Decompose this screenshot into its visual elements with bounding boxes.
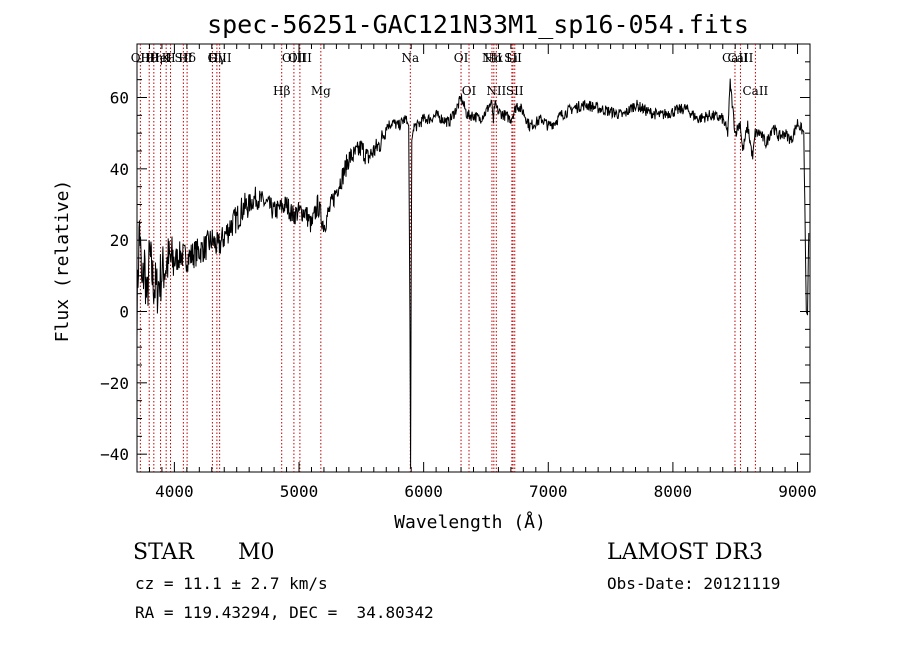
x-tick-label: 8000 bbox=[654, 482, 693, 501]
line-label-14: Mg bbox=[311, 84, 331, 98]
line-label-24: CaII bbox=[722, 51, 748, 65]
y-tick-label: −20 bbox=[100, 374, 129, 393]
line-label-7: Hδ bbox=[178, 51, 196, 65]
line-label-2: OII bbox=[131, 51, 151, 65]
line-label-25: CaII bbox=[728, 51, 754, 65]
y-tick-label: 0 bbox=[119, 303, 129, 322]
line-label-16: OI bbox=[454, 51, 469, 65]
object-subclass: M0 bbox=[238, 540, 275, 565]
line-label-8: OIII bbox=[208, 51, 232, 65]
y-tick-label: 40 bbox=[110, 160, 129, 179]
line-label-18: Hα bbox=[485, 51, 504, 65]
line-label-9: Hγ bbox=[208, 51, 226, 65]
line-label-1: Hη bbox=[145, 51, 163, 65]
line-label-17: OI bbox=[462, 84, 477, 98]
line-label-19: NII bbox=[482, 51, 502, 65]
line-label-12: OIII bbox=[282, 51, 306, 65]
redshift-text: cz = 11.1 ± 2.7 km/s bbox=[135, 574, 328, 593]
line-label-23: SII bbox=[506, 84, 524, 98]
line-label-11: Hβ bbox=[273, 84, 290, 98]
line-label-0: Hθ bbox=[140, 51, 158, 65]
x-tick-label: 9000 bbox=[778, 482, 817, 501]
line-label-15: Na bbox=[401, 51, 419, 65]
x-tick-label: 6000 bbox=[404, 482, 443, 501]
chart-title: spec-56251-GAC121N33M1_sp16-054.fits bbox=[207, 10, 749, 39]
line-label-13: OIII bbox=[288, 51, 312, 65]
object-class: STAR bbox=[133, 540, 194, 565]
line-label-22: SII bbox=[504, 51, 522, 65]
x-tick-label: 4000 bbox=[155, 482, 194, 501]
line-label-5: HeI bbox=[149, 51, 172, 65]
y-axis: −40 −20 0 20 40 60 bbox=[100, 61, 810, 464]
line-label-21: Li bbox=[506, 51, 518, 65]
line-label-20: NII bbox=[486, 84, 506, 98]
x-tick-label: 5000 bbox=[280, 482, 319, 501]
spectrum-series bbox=[136, 78, 810, 469]
y-tick-label: 20 bbox=[110, 231, 129, 250]
x-tick-label: 7000 bbox=[529, 482, 568, 501]
coordinates-text: RA = 119.43294, DEC = 34.80342 bbox=[135, 603, 434, 622]
y-tick-label: 60 bbox=[110, 89, 129, 108]
line-label-10: G bbox=[208, 51, 218, 65]
spectral-line-markers bbox=[139, 44, 756, 472]
line-label-3: K bbox=[162, 51, 172, 65]
obs-date: Obs-Date: 20121119 bbox=[607, 574, 781, 593]
series-flux bbox=[136, 78, 810, 469]
line-label-26: CaII bbox=[742, 84, 768, 98]
y-axis-label: Flux (relative) bbox=[52, 180, 73, 343]
line-label-4: H bbox=[165, 51, 175, 65]
x-axis-label: Wavelength (Å) bbox=[394, 511, 546, 533]
y-tick-label: −40 bbox=[100, 445, 129, 464]
survey-name: LAMOST DR3 bbox=[607, 540, 763, 565]
plot-frame bbox=[136, 43, 811, 473]
x-axis: 4000 5000 6000 7000 8000 9000 bbox=[148, 44, 817, 501]
line-label-6: SII bbox=[175, 51, 193, 65]
